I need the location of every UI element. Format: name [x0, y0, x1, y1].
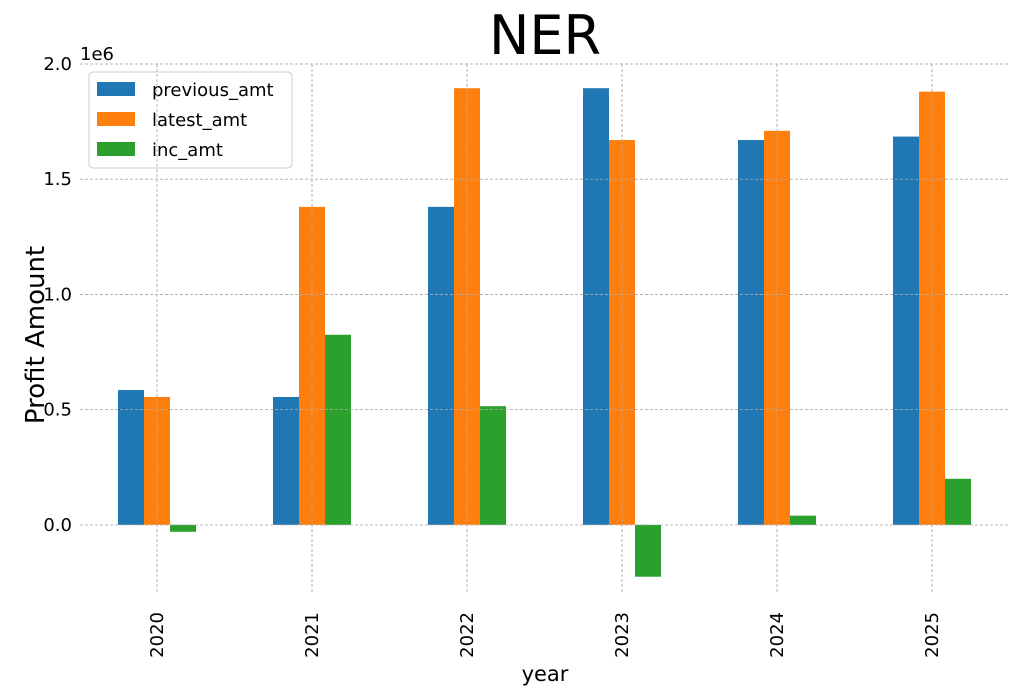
bar-inc_amt-2025: [945, 478, 971, 525]
y-scale-label: 1e6: [80, 44, 114, 65]
bar-previous_amt-2025: [893, 136, 919, 525]
legend: previous_amt latest_amt inc_amt: [88, 71, 293, 169]
bar-latest_amt-2025: [919, 91, 945, 525]
bar-previous_amt-2021: [273, 396, 299, 525]
x-tick-label: 2023: [612, 612, 633, 658]
bar-inc_amt-2020: [170, 524, 196, 532]
y-tick-label: 0.0: [43, 515, 72, 536]
y-ticks: 0.0 0.5 1.0 1.5 2.0: [43, 54, 72, 536]
x-tick-label: 2024: [767, 612, 788, 658]
bar-previous_amt-2022: [428, 206, 454, 525]
x-tick-label: 2022: [457, 612, 478, 658]
y-axis-label: Profit Amount: [21, 246, 51, 424]
bar-inc_amt-2021: [325, 334, 351, 525]
y-tick-label: 0.5: [43, 400, 72, 421]
chart-title: NER: [489, 4, 601, 67]
legend-swatch-previous_amt: [97, 82, 135, 96]
legend-label-previous_amt: previous_amt: [152, 80, 274, 101]
bars: [118, 88, 971, 577]
legend-label-inc_amt: inc_amt: [152, 140, 223, 161]
bar-inc_amt-2024: [790, 515, 816, 525]
x-axis-label: year: [522, 662, 569, 686]
y-tick-label: 1.5: [43, 169, 72, 190]
grid-overlay: [80, 63, 1009, 594]
legend-swatch-inc_amt: [97, 142, 135, 156]
bar-previous_amt-2023: [583, 88, 609, 525]
bar-inc_amt-2022: [480, 406, 506, 525]
legend-box: [88, 71, 293, 169]
bar-previous_amt-2020: [118, 390, 144, 525]
bar-previous_amt-2024: [738, 140, 764, 525]
bar-latest_amt-2023: [609, 140, 635, 525]
x-ticks: 2020 2021 2022 2023 2024 2025: [147, 612, 943, 658]
x-tick-label: 2021: [302, 612, 323, 658]
x-tick-label: 2025: [922, 612, 943, 658]
legend-label-latest_amt: latest_amt: [152, 110, 247, 131]
bar-inc_amt-2023: [635, 524, 661, 577]
y-tick-label: 1.0: [43, 284, 72, 305]
legend-swatch-latest_amt: [97, 112, 135, 126]
x-tick-label: 2020: [147, 612, 168, 658]
y-tick-label: 2.0: [43, 54, 72, 75]
